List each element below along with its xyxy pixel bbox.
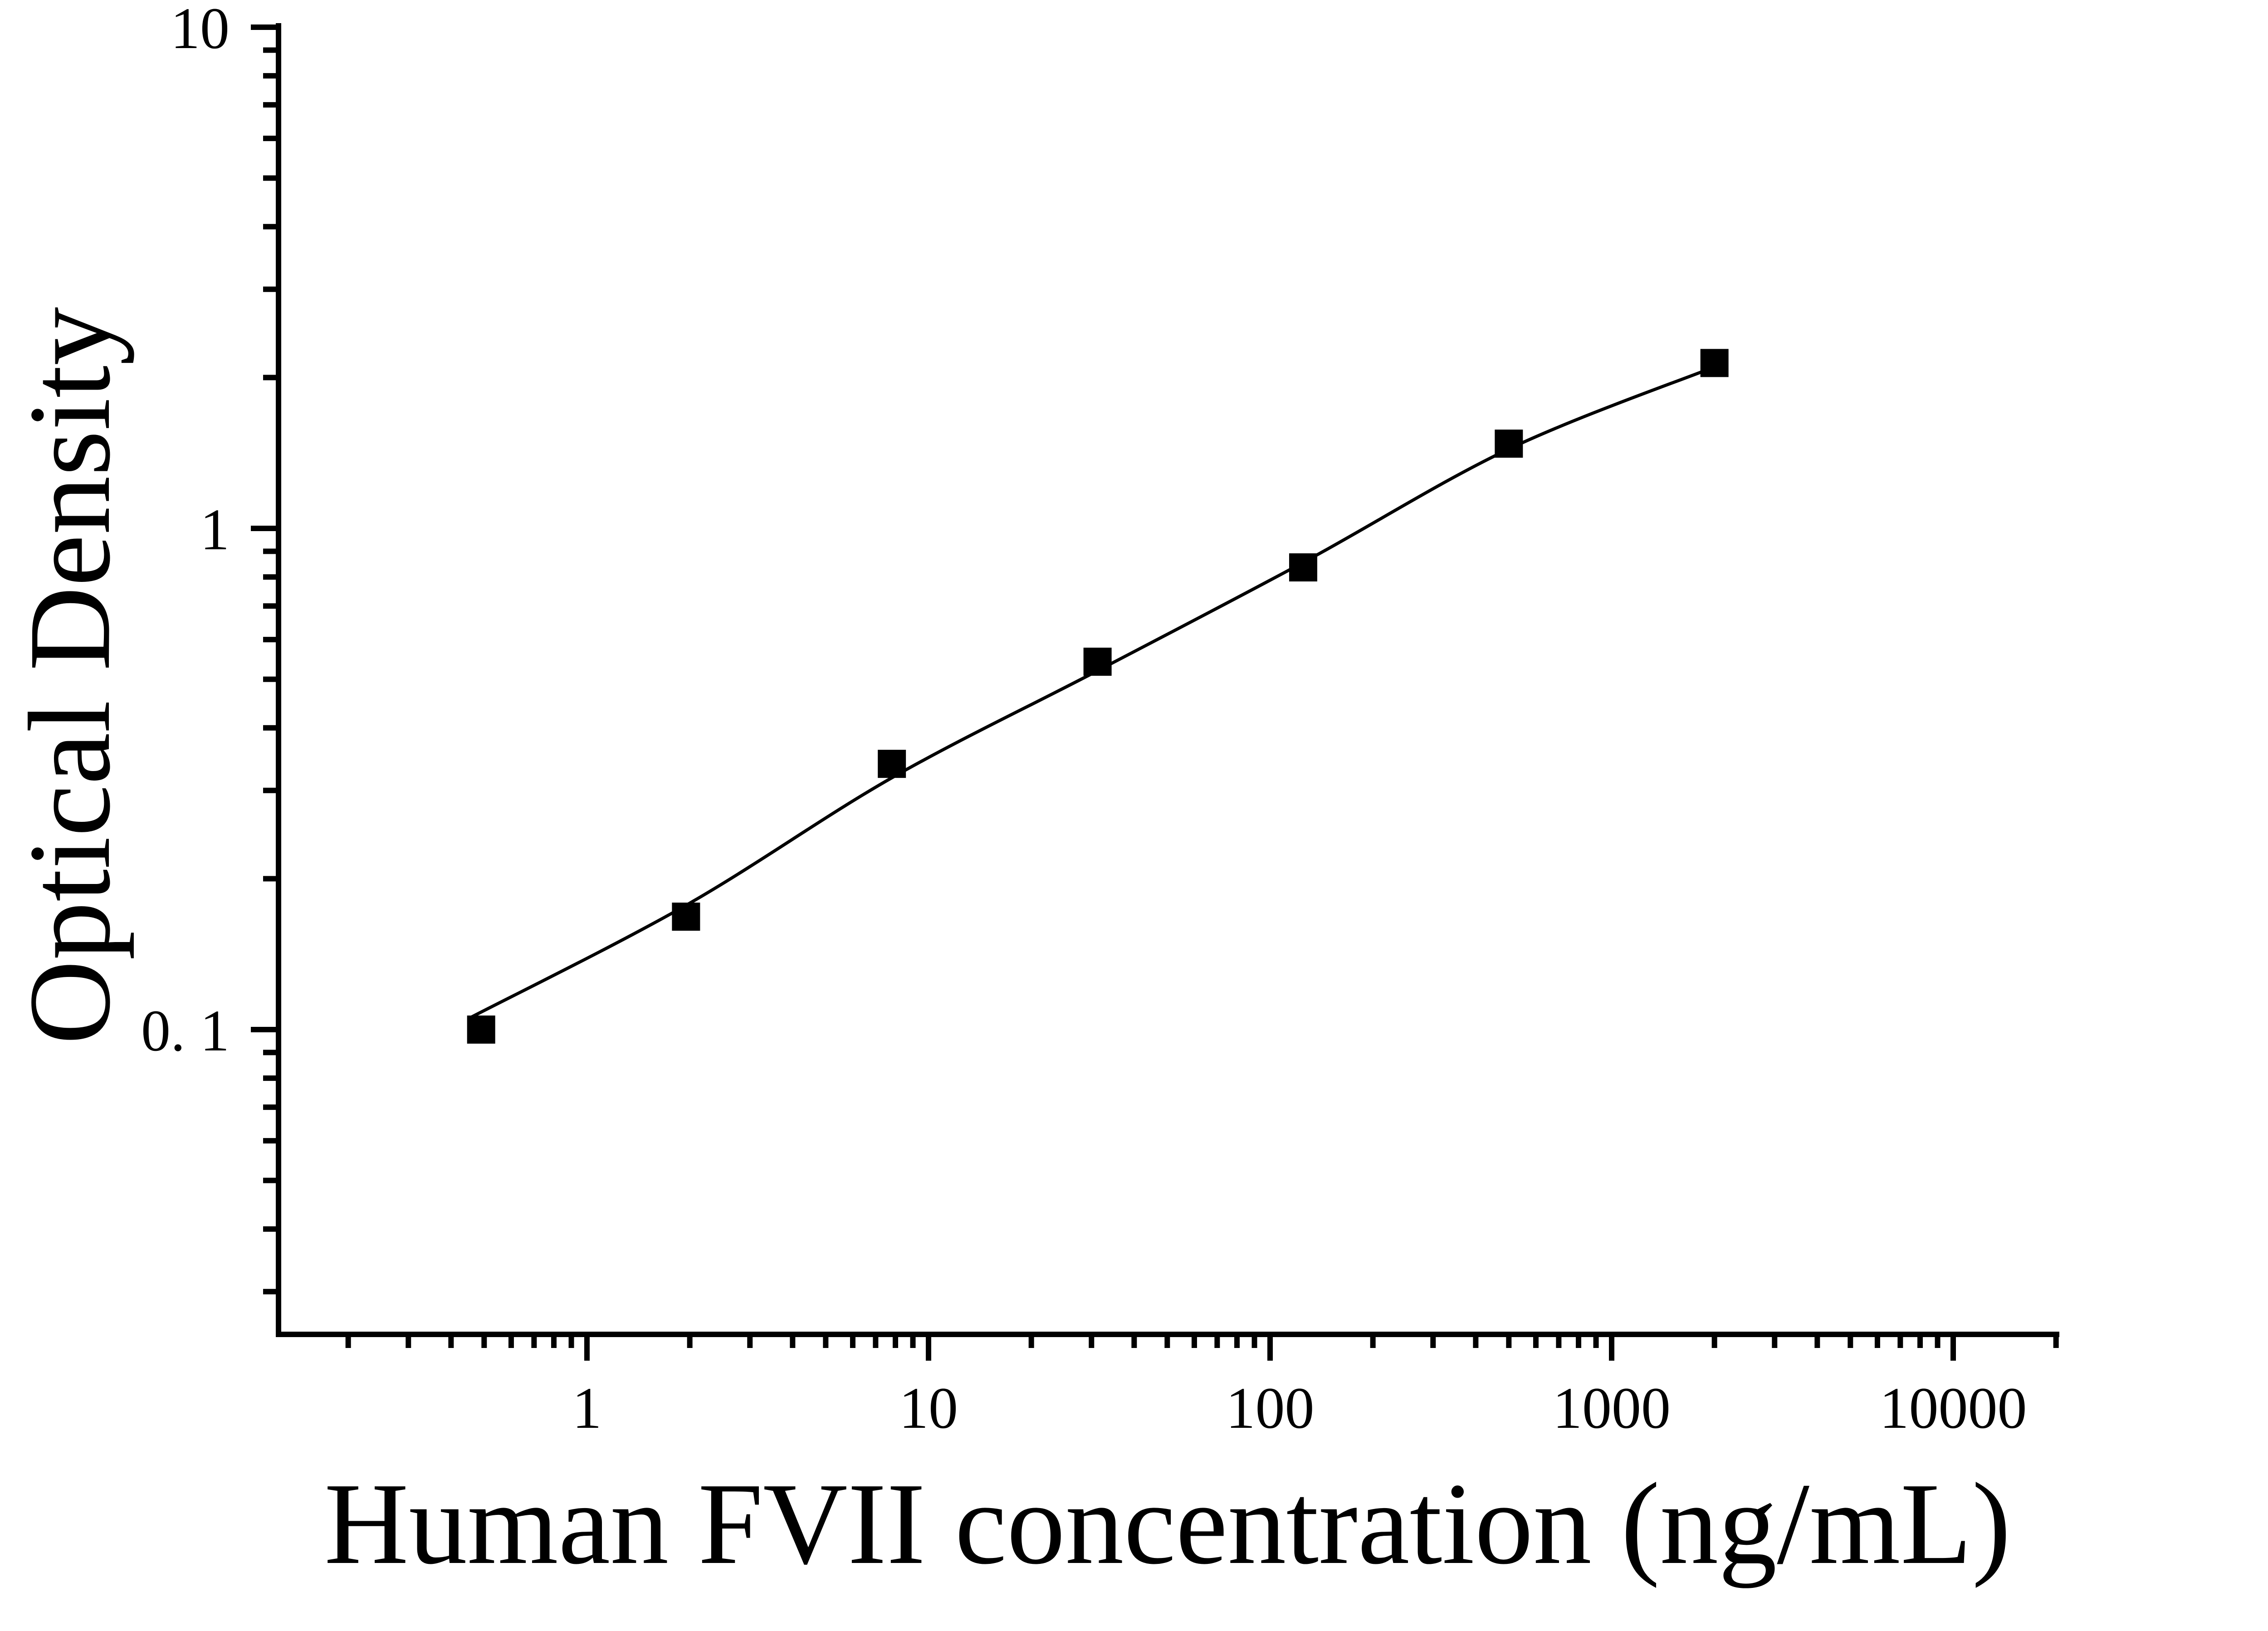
data-point-marker — [878, 750, 906, 778]
y-tick-label-1: 1 — [200, 497, 230, 562]
data-point-marker — [1289, 553, 1317, 581]
x-axis-title: Human FVII concentration (ng/mL) — [324, 1459, 2011, 1588]
data-point-marker — [672, 903, 700, 931]
y-axis-title: Optical Density — [5, 307, 134, 1045]
data-point-marker — [1083, 647, 1112, 676]
y-tick-label-0.1: 0. 1 — [141, 998, 230, 1064]
y-tick-label-10: 10 — [171, 0, 230, 61]
x-tick-label-1: 1 — [572, 1376, 602, 1441]
x-tick-label-1000: 1000 — [1553, 1376, 1671, 1441]
data-point-marker — [1700, 349, 1729, 377]
x-tick-label-10000: 10000 — [1880, 1376, 2027, 1441]
fit-curve — [471, 365, 1715, 1019]
x-tick-label-10: 10 — [899, 1376, 958, 1441]
data-point-marker — [1495, 430, 1523, 458]
data-point-marker — [467, 1016, 495, 1044]
x-tick-label-100: 100 — [1226, 1376, 1315, 1441]
